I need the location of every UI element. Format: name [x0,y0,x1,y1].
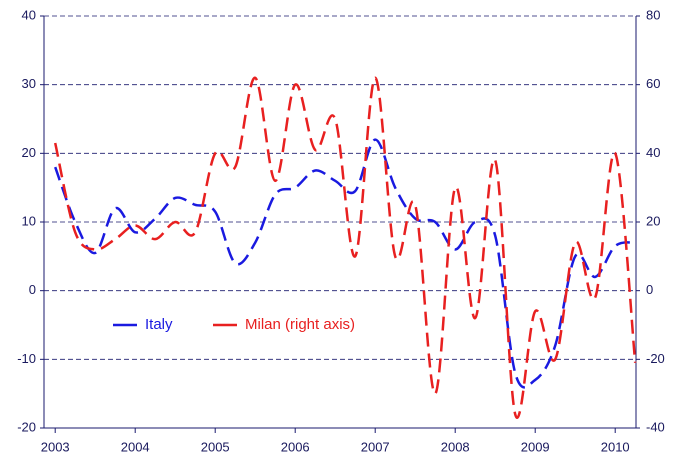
series-line [53,76,637,419]
x-tick-label: 2007 [361,439,390,454]
y-tick-label: 40 [22,7,36,22]
y2-tick-label: 80 [646,7,660,22]
y2-tick-label: 60 [646,76,660,91]
y2-tick-label: 20 [646,213,660,228]
y-tick-label: -20 [17,419,36,434]
x-tick-label: 2008 [441,439,470,454]
y2-tick-label: -40 [646,419,665,434]
x-tick-label: 2009 [521,439,550,454]
x-tick-label: 2004 [121,439,150,454]
x-tick-label: 2006 [281,439,310,454]
y-tick-label: 30 [22,76,36,91]
x-tick-label: 2010 [601,439,630,454]
x-tick-label: 2005 [201,439,230,454]
y-tick-label: -10 [17,351,36,366]
legend-label: Italy [145,316,173,333]
y2-tick-label: 40 [646,145,660,160]
y-tick-label: 0 [29,282,36,297]
y2-tick-label: -20 [646,351,665,366]
y2-tick-label: 0 [646,282,653,297]
series-line [54,138,636,389]
x-tick-label: 2003 [41,439,70,454]
y-tick-label: 10 [22,213,36,228]
y-tick-label: 20 [22,145,36,160]
legend-label: Milan (right axis) [245,316,355,333]
